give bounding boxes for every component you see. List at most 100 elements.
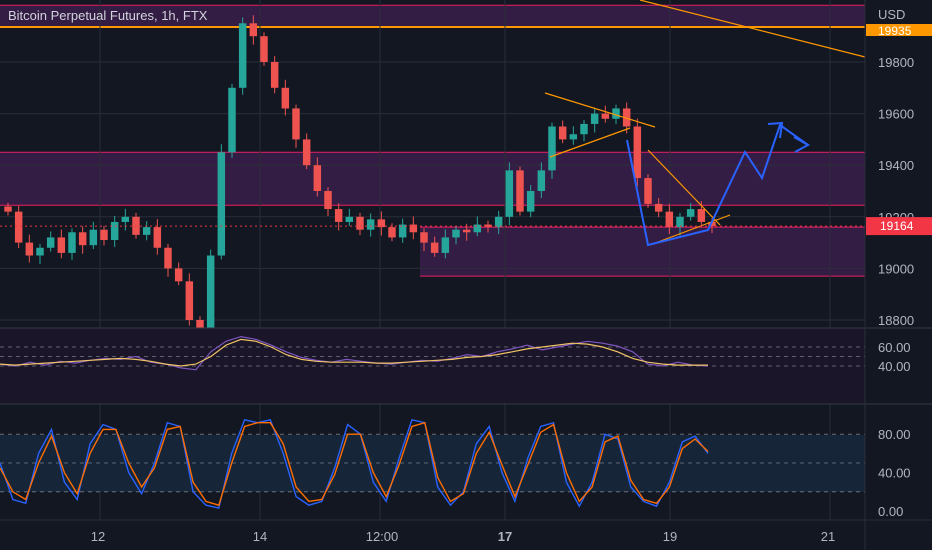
projection-path [626,123,809,247]
candle-body [281,87,290,109]
top-level-badge-label: 19935 [878,24,912,38]
candle-body [36,247,44,256]
price-tick-label: 19600 [878,107,914,122]
candle-body [622,108,631,127]
grid-lines [0,0,865,520]
candle-body [185,281,194,320]
time-tick-label: 19 [663,529,677,544]
stochastic-pane [0,403,932,509]
candle-body [260,36,268,62]
projection-arrowhead [793,136,811,153]
rsi-pane [0,327,932,403]
candle-body [708,221,716,227]
candle-body [558,126,567,140]
candle-body [46,237,55,248]
price-tick-label: 19000 [878,261,914,276]
time-tick-label: 12:00 [366,529,399,544]
candle-body [505,170,514,217]
time-tick-label: 17 [498,529,512,544]
candle-body [430,242,439,253]
downtrend-line [639,0,866,58]
stoch-d-line [0,421,709,507]
candle-body [206,255,215,331]
stoch-tick-label: 40.00 [878,466,911,481]
wedge-bottom-line [549,127,631,158]
candle-body [334,209,343,222]
candle-body [409,224,418,233]
currency-label: USD [878,7,905,22]
rsi-tick-label: 60.00 [878,340,911,355]
candle-body [548,126,556,171]
candle-body [302,139,311,166]
last-price-badge [866,217,932,236]
candle-body [484,224,492,228]
candle-body [398,224,407,238]
candle-body [473,224,482,233]
candle-body [590,113,599,124]
candle-body [388,227,396,238]
price-zone [0,152,865,206]
candle-body [217,152,226,256]
projection-arrowhead [767,121,784,139]
candle-body [14,211,23,243]
candle-body [4,206,12,212]
price-tick-label: 18800 [878,313,914,328]
top-level-badge [866,24,932,36]
candle-body [569,134,578,140]
candle-body [292,108,300,140]
candle-body [612,108,620,119]
candle-body [228,87,236,153]
candle-body [676,216,684,228]
candle-body [601,113,610,119]
price-tick-label: 19400 [878,158,914,173]
stoch-tick-label: 80.00 [878,427,911,442]
candle-body [345,216,354,222]
candle-body [110,221,119,241]
candle-body [580,123,588,135]
candle-body [516,170,524,212]
candle-body [665,211,674,228]
rsi-background [0,328,865,403]
candle-body [526,191,535,212]
candle-body [121,216,130,222]
candle-body [142,227,151,235]
candle-body [420,232,428,243]
candle-body [537,170,546,191]
time-tick-label: 14 [253,529,267,544]
candle-body [633,126,642,179]
candle-body [25,242,34,256]
price-tick-label: 19800 [878,55,914,70]
candle-body [366,219,375,230]
candle-body [494,216,503,228]
candle-body [196,320,204,331]
chart-title: Bitcoin Perpetual Futures, 1h, FTX [8,8,208,23]
candle-body [270,62,279,88]
candle-body [452,229,460,238]
rsi-ma-line [0,338,708,367]
stoch-tick-label: 0.00 [878,504,903,519]
candle-body [686,209,695,217]
time-tick-label: 12 [91,529,105,544]
time-tick-label: 21 [821,529,835,544]
rsi-line [0,335,709,371]
candle-body [324,191,332,210]
candle-body [249,23,258,37]
rsi-tick-label: 40.00 [878,359,911,374]
candle-body [100,229,108,241]
candle-body [153,227,162,248]
candle-body [377,219,386,228]
candle-body [57,237,66,253]
candle-body [697,209,706,222]
candle-body [164,247,172,269]
candle-body [654,203,663,212]
candle-body [441,237,450,253]
drawing-tools [0,0,866,247]
candle-body [238,23,247,88]
candle-body [356,216,364,230]
candle-body [174,268,183,282]
triangle-top-line [647,149,721,226]
candle-body [313,165,322,191]
